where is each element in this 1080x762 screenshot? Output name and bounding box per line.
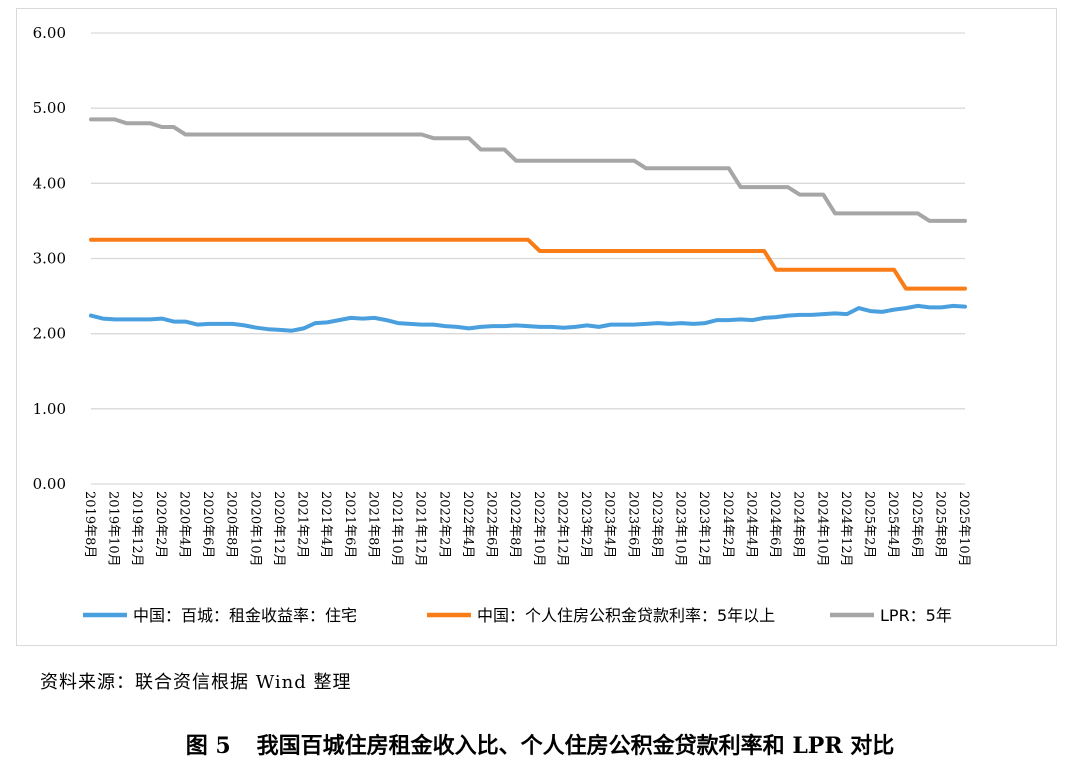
x-tick-label: 2019年12月 [129, 491, 144, 567]
x-tick-label: 2023年12月 [696, 491, 711, 567]
figure-caption: 图 5 我国百城住房租金收入比、个人住房公积金贷款利率和 LPR 对比 [0, 728, 1080, 760]
source-note: 资料来源：联合资信根据 Wind 整理 [40, 672, 352, 693]
line-chart: 0.00 1.00 2.00 3.00 4.00 5.00 6.00 2019年8月 2019… [33, 24, 971, 625]
x-tick-label: 2025年6月 [909, 491, 924, 558]
x-tick-label: 2019年10月 [106, 491, 121, 567]
series-line-2 [89, 237, 967, 291]
y-tick-label: 2.00 [33, 325, 66, 343]
legend-label: 中国：个人住房公积金贷款利率：5年以上 [477, 606, 775, 625]
series-line-1 [89, 303, 967, 333]
x-tick-label: 2025年8月 [932, 491, 947, 558]
x-tick-label: 2022年8月 [507, 491, 522, 558]
y-tick-label: 5.00 [33, 99, 66, 117]
x-tick-label: 2020年6月 [200, 491, 215, 558]
figure-number: 图 5 [185, 733, 231, 759]
x-tick-label: 2019年8月 [82, 491, 97, 558]
legend-label: 中国：百城：租金收益率：住宅 [133, 606, 357, 625]
x-tick-label: 2022年2月 [436, 491, 451, 558]
x-tick-label: 2020年12月 [271, 491, 286, 567]
x-tick-label: 2021年10月 [389, 491, 404, 567]
x-tick-label: 2023年10月 [673, 491, 688, 567]
x-tick-label: 2021年2月 [295, 491, 310, 558]
x-tick-label: 2024年2月 [720, 491, 735, 558]
x-tick-label: 2022年4月 [460, 491, 475, 558]
x-tick-label: 2020年8月 [224, 491, 239, 558]
x-tick-label: 2021年8月 [366, 491, 381, 558]
x-tick-label: 2022年10月 [531, 491, 546, 567]
x-tick-label: 2020年4月 [177, 491, 192, 558]
x-tick-label: 2022年6月 [484, 491, 499, 558]
x-tick-label: 2022年12月 [554, 491, 569, 567]
y-tick-label: 0.00 [33, 475, 66, 493]
x-tick-label: 2021年4月 [318, 491, 333, 558]
figure-title: 我国百城住房租金收入比、个人住房公积金贷款利率和 LPR 对比 [256, 733, 895, 759]
x-tick-label: 2024年12月 [838, 491, 853, 567]
x-tick-label: 2023年8月 [649, 491, 664, 558]
x-tick-label: 2024年8月 [791, 491, 806, 558]
y-tick-label: 3.00 [33, 250, 66, 268]
x-tick-label: 2023年4月 [602, 491, 617, 558]
x-tick-label: 2020年2月 [153, 491, 168, 558]
chart-frame: 0.00 1.00 2.00 3.00 4.00 5.00 6.00 2019年8月 2019… [16, 8, 1057, 646]
legend-label: LPR：5年 [880, 606, 952, 625]
x-tick-label: 2021年12月 [413, 491, 428, 567]
x-tick-label: 2025年2月 [862, 491, 877, 558]
series-line-3 [89, 117, 967, 223]
x-tick-label: 2025年10月 [956, 491, 971, 567]
y-tick-label: 6.00 [33, 24, 66, 42]
x-tick-label: 2023年6月 [625, 491, 640, 558]
y-tick-label: 1.00 [33, 400, 66, 418]
x-tick-label: 2025年4月 [885, 491, 900, 558]
x-tick-label: 2024年6月 [767, 491, 782, 558]
x-tick-label: 2024年10月 [814, 491, 829, 567]
y-tick-label: 4.00 [33, 174, 66, 192]
x-tick-label: 2023年2月 [578, 491, 593, 558]
x-tick-label: 2021年6月 [342, 491, 357, 558]
x-tick-label: 2024年4月 [743, 491, 758, 558]
x-tick-label: 2020年10月 [247, 491, 262, 567]
